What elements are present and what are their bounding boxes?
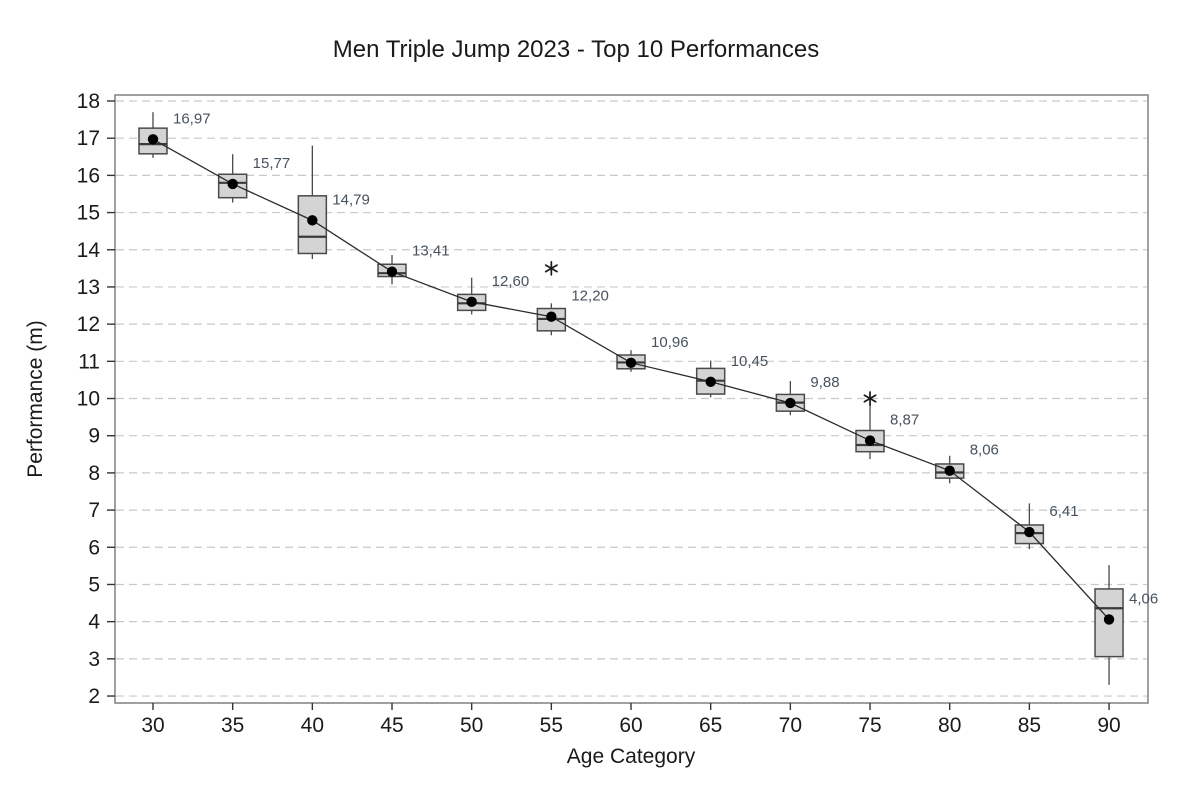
x-axis-title: Age Category: [567, 745, 696, 768]
y-tick-label: 5: [88, 573, 100, 596]
y-tick-label: 6: [88, 536, 100, 559]
asterisk-spoke: [544, 264, 558, 273]
x-tick-label: 85: [1018, 714, 1041, 737]
mean-value-label: 8,87: [890, 412, 919, 429]
y-tick-label: 11: [78, 350, 100, 373]
mean-dot: [386, 266, 398, 277]
x-tick-label: 65: [699, 714, 722, 737]
mean-dot: [785, 397, 796, 409]
mean-dot: [307, 215, 318, 226]
y-tick-label: 4: [88, 611, 100, 634]
mean-dot: [705, 376, 716, 387]
y-tick-label: 12: [77, 313, 100, 336]
y-tick-label: 2: [88, 685, 100, 708]
mean-dot: [944, 465, 955, 476]
y-tick-label: 18: [77, 90, 100, 113]
mean-dot: [147, 134, 159, 145]
value-labels-layer: 16,97 15,77 14,79 13,41 12,60 12,20 10,96 10,45…: [173, 110, 1158, 607]
x-tick-label: 40: [301, 714, 324, 737]
gridlines-layer: [116, 100, 1147, 697]
mean-dot: [227, 178, 238, 190]
y-tick-label: 17: [77, 127, 100, 150]
mean-value-label: 8,06: [970, 442, 999, 459]
outliers-layer: [544, 261, 877, 406]
mean-value-label: 14,79: [332, 191, 370, 208]
mean-value-label: 4,06: [1129, 590, 1158, 607]
mean-value-label: 12,60: [492, 273, 530, 290]
mean-value-label: 6,41: [1049, 503, 1078, 520]
x-tick-label: 75: [858, 714, 881, 737]
y-tick-label: 13: [77, 276, 100, 299]
y-tick-label: 8: [88, 462, 100, 485]
mean-value-label: 9,88: [810, 374, 839, 391]
x-tick-label: 80: [938, 714, 961, 737]
x-tick-label: 90: [1097, 714, 1120, 737]
mean-value-label: 10,45: [731, 353, 769, 370]
mean-dot: [1103, 614, 1115, 625]
mean-value-label: 15,77: [253, 155, 291, 172]
boxplot-40: [297, 145, 328, 260]
y-tick-label: 14: [77, 239, 101, 262]
mean-dot: [466, 296, 477, 308]
mean-dots-layer: [147, 134, 1115, 625]
outlier-asterisk: [863, 391, 877, 406]
y-tick-label: 16: [77, 164, 100, 187]
mean-dot: [1024, 526, 1035, 538]
x-tick-label: 60: [619, 714, 642, 737]
boxplot-90: [1094, 565, 1124, 685]
x-tick-label: 55: [540, 714, 563, 737]
y-tick-label: 15: [77, 202, 100, 225]
mean-value-label: 13,41: [412, 243, 450, 260]
outlier-asterisk: [544, 261, 558, 276]
x-tick-label: 45: [380, 714, 403, 737]
x-tick-label: 70: [779, 714, 802, 737]
asterisk-spoke: [863, 394, 877, 403]
mean-dot: [625, 357, 637, 369]
y-axis-title: Performance (m): [24, 320, 47, 478]
x-tick-label: 35: [221, 714, 244, 737]
x-tick-label: 30: [141, 714, 164, 737]
boxplot-75: [855, 404, 885, 460]
mean-dot: [546, 311, 557, 322]
mean-value-label: 12,20: [571, 288, 609, 305]
boxplot-50: [456, 277, 487, 315]
x-tick-label: 50: [460, 714, 483, 737]
y-tick-label: 3: [88, 648, 100, 671]
y-tick-label: 10: [77, 388, 100, 411]
mean-dot: [864, 435, 876, 446]
mean-value-label: 16,97: [173, 110, 211, 127]
chart-title: Men Triple Jump 2023 - Top 10 Performanc…: [333, 36, 819, 63]
mean-value-label: 10,96: [651, 334, 689, 351]
y-tick-label: 7: [88, 499, 100, 522]
y-tick-label: 9: [88, 425, 100, 448]
